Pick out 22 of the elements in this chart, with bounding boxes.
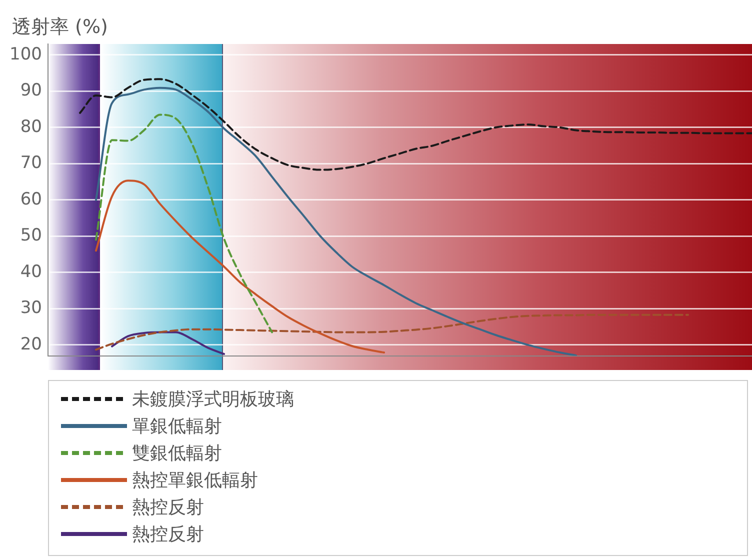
legend-label: 熱控反射	[132, 496, 204, 518]
y-tick-label: 20	[20, 334, 42, 354]
line-series	[95, 86, 577, 356]
line-series	[95, 180, 385, 354]
y-tick-label: 100	[10, 44, 42, 64]
y-tick-label: 30	[20, 298, 42, 318]
y-tick-label: 60	[20, 189, 42, 210]
legend-label: 單銀低輻射	[132, 414, 222, 438]
y-tick-label: 80	[20, 116, 42, 137]
y-tick-label: 90	[20, 80, 42, 101]
line-series	[95, 114, 273, 334]
legend-label: 雙銀低輻射	[132, 442, 222, 464]
legend-label: 熱控單銀低輻射	[132, 468, 258, 492]
line-series	[79, 78, 752, 171]
y-axis-title: 透射率 (%)	[12, 15, 108, 40]
legend-label: 未鍍膜浮式明板玻璃	[132, 388, 294, 410]
y-tick-label: 40	[20, 262, 42, 282]
y-tick-label: 70	[20, 153, 42, 174]
line-series	[111, 331, 225, 355]
legend-label: 熱控反射	[132, 522, 204, 546]
y-tick-label: 50	[20, 226, 42, 246]
line-series	[95, 314, 689, 351]
